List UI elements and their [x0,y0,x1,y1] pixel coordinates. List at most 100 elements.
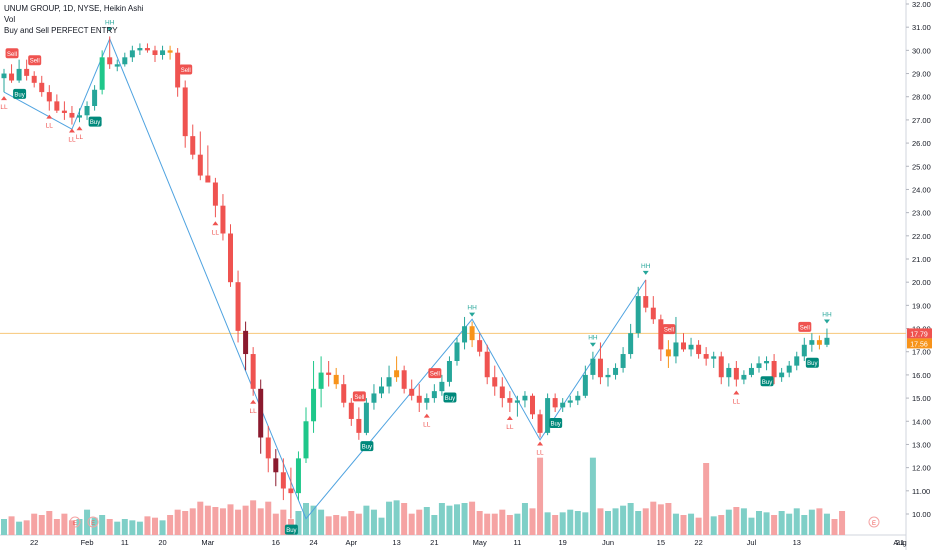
candle-body [16,68,22,81]
candle-body [507,398,513,403]
volume-bar [748,517,755,535]
candle-body [182,87,188,137]
buy-signal-badge [805,357,819,368]
x-tick-label: Aug [893,538,906,547]
candle-body [265,437,271,459]
volume-bar [144,516,151,535]
volume-bar [363,505,370,535]
candle-body [726,367,732,378]
volume-legend[interactable]: Vol [4,15,16,24]
candle-body [160,50,166,55]
volume-bar [506,515,513,535]
candle-body [9,73,15,81]
candle-body [114,64,120,67]
candle-body [394,370,400,378]
buy-signal-label: Buy [14,92,24,98]
candle-body [816,340,822,345]
volume-bar [582,512,589,535]
candle-body [356,418,362,433]
buy-signal-label: Buy [550,422,560,428]
last-price-badge [907,328,932,339]
candle-body [756,363,762,368]
volume-bar [189,508,196,535]
candle-body [1,73,7,79]
candle-body [326,372,332,375]
volume-bar [657,504,664,535]
candle-body [280,472,286,489]
volume-bar [559,512,566,535]
y-tick-label: 32.00 [912,0,931,9]
chart-legend: UNUM GROUP, 1D, NYSE, Heikin Ashi Vol Bu… [4,3,143,36]
y-tick-label: 13.00 [912,440,931,449]
buy-signal-label: Buy [362,445,372,451]
volume-bar [680,515,687,535]
y-tick-label: 31.00 [912,23,931,32]
volume-bar [121,519,128,535]
candle-body [288,488,294,494]
volume-bar [423,507,430,535]
volume-bar [280,509,287,535]
volume-bar [567,509,574,535]
volume-bar [642,508,649,535]
x-tick-label: 11 [514,538,522,547]
candle-body [484,351,490,378]
volume-bar [152,517,158,535]
buy-signal-badge [13,88,27,99]
buy-signal-label: Buy [807,361,817,367]
candle-body [99,57,105,90]
volume-bar [605,511,611,535]
buy-signal-label: Buy [445,396,455,402]
volume-bar [182,511,189,535]
candle-body [681,342,686,350]
candle-body [696,344,702,355]
volume-bar [763,512,770,535]
candle-body [794,356,800,366]
candle-body [771,361,777,378]
sell-signal-badge [662,324,676,335]
volume-bar [401,503,408,535]
sell-signal-label: Sell [354,395,364,401]
volume-bar [204,505,211,535]
y-tick-label: 21.00 [912,255,931,264]
volume-bar [257,508,264,535]
candle-body [31,75,37,83]
volume-bar [348,511,355,535]
candle-body [61,110,67,113]
volume-bar [8,516,15,535]
candle-body [258,388,264,438]
candle-body [462,326,468,343]
volume-bar [212,507,219,535]
volume-bar [771,515,778,535]
current-price-badge [907,338,932,349]
volume-bar [499,509,506,535]
volume-bar [672,513,679,535]
volume-bar [574,511,581,535]
symbol-title[interactable]: UNUM GROUP, 1D, NYSE, Heikin Ashi [4,4,144,13]
x-tick-label: 13 [392,538,400,547]
volume-bar [491,513,498,535]
pivot-label-ll: LL [212,229,220,236]
candle-body [129,50,135,58]
volume-bar [725,509,732,535]
candle-body [665,349,671,357]
pivot-up-triangle [76,126,83,131]
candle-body [597,358,603,378]
buy-signal-badge [360,441,374,452]
pivot-down-triangle [469,312,476,317]
volume-bar [174,509,181,535]
candle-body [77,115,82,118]
x-tick-label: 11 [121,538,129,547]
volume-bar [393,500,400,535]
earnings-marker-label: E [872,521,876,527]
indicator-legend[interactable]: Buy and Sell PERFECT ENTRY [4,26,118,35]
pivot-up-triangle [537,441,544,446]
pivot-up-triangle [212,221,219,226]
x-tick-label: Jul [747,538,757,547]
volume-bar [650,501,657,535]
x-tick-label: Apr [345,538,357,547]
buy-signal-badge [284,524,298,535]
y-tick-label: 27.00 [912,116,931,125]
candle-body [809,340,815,345]
buy-signal-badge [88,116,102,127]
